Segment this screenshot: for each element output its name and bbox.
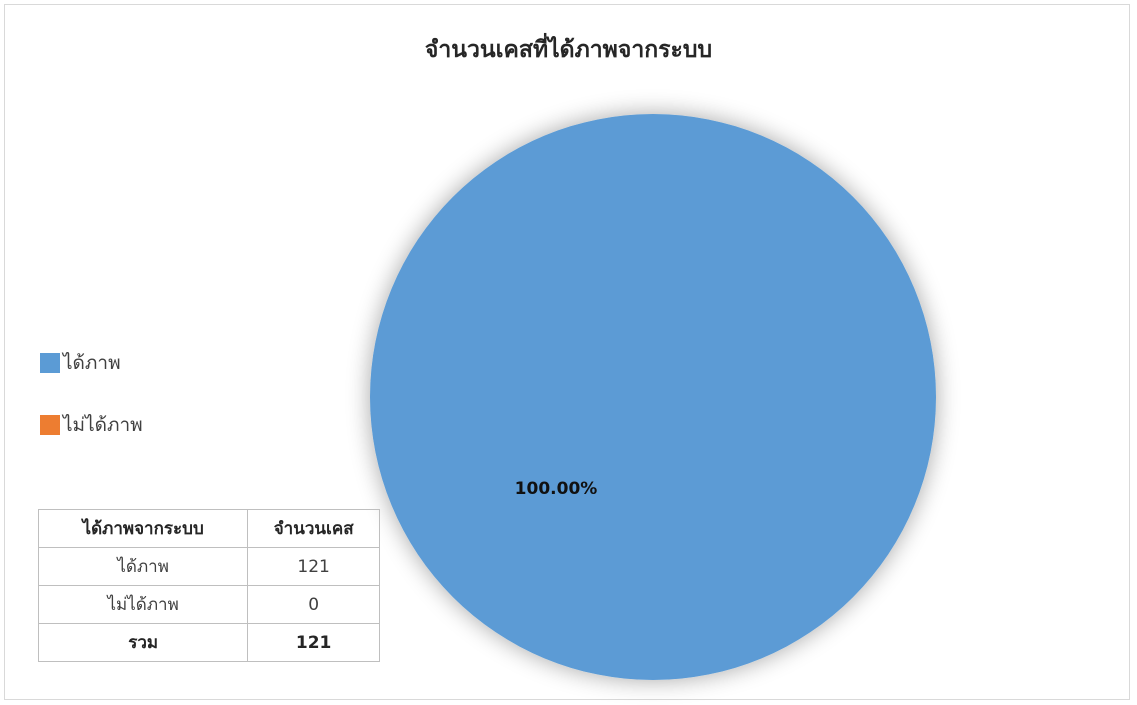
legend-swatch [40, 415, 60, 435]
table-cell: 121 [247, 623, 380, 662]
pie-slice [370, 114, 936, 680]
table-cell: ได้ภาพ [37, 547, 249, 586]
table-header-row: ได้ภาพจากระบบ จำนวนเคส [37, 509, 380, 548]
table-cell: ไม่ได้ภาพ [37, 585, 249, 624]
legend-item-no-image: ไม่ได้ภาพ [40, 412, 143, 438]
table-total-row: รวม 121 [37, 623, 380, 662]
pie-data-label: 100.00% [515, 479, 598, 499]
table-row: ได้ภาพ 121 [37, 547, 380, 586]
table-row: ไม่ได้ภาพ 0 [37, 585, 380, 624]
table-cell: 121 [247, 547, 380, 586]
legend-swatch [40, 353, 60, 373]
legend-item-got-image: ได้ภาพ [40, 350, 143, 376]
summary-table: ได้ภาพจากระบบ จำนวนเคส ได้ภาพ 121 ไม่ได้… [37, 509, 380, 662]
table-cell: รวม [37, 623, 249, 662]
legend-label: ได้ภาพ [63, 352, 121, 374]
table-cell: 0 [247, 585, 380, 624]
table-header-cell: ได้ภาพจากระบบ [37, 509, 249, 548]
chart-legend: ได้ภาพ ไม่ได้ภาพ [40, 350, 143, 474]
legend-label: ไม่ได้ภาพ [63, 414, 143, 436]
chart-title: จำนวนเคสที่ได้ภาพจากระบบ [424, 37, 713, 63]
table-header-cell: จำนวนเคส [247, 509, 380, 548]
